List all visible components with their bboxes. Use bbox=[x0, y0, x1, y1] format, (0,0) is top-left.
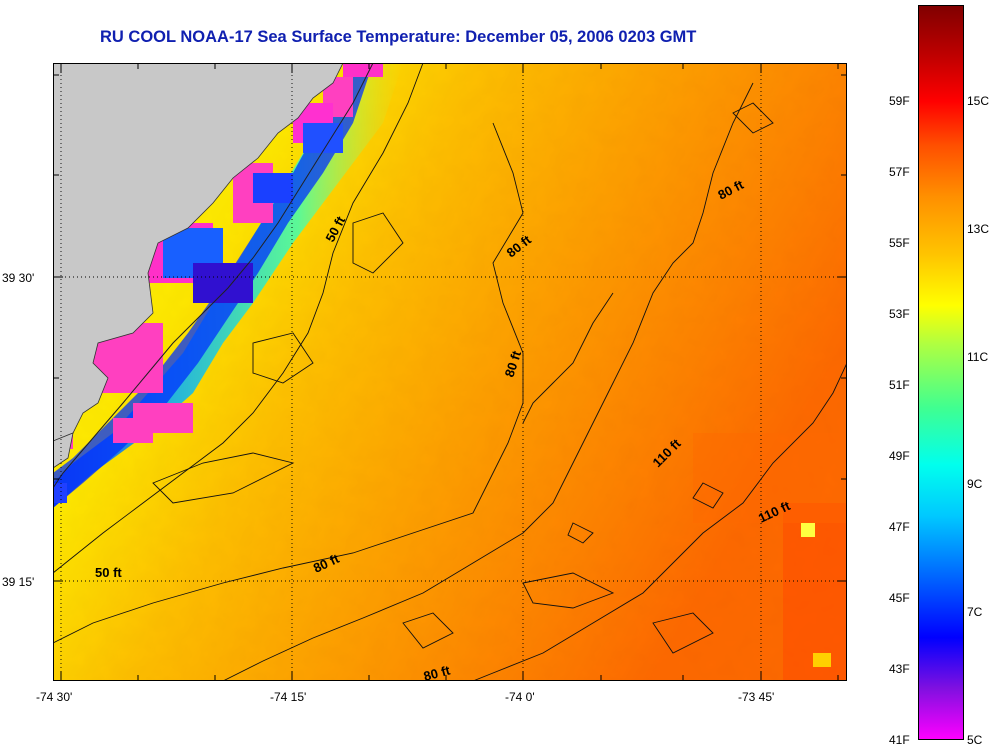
colorbar-label-f: 59F bbox=[889, 93, 910, 108]
coastline bbox=[52, 62, 374, 489]
colorbar-label-f: 41F bbox=[889, 733, 910, 747]
lon-label: -74 15' bbox=[270, 690, 307, 704]
colorbar-label-f: 43F bbox=[889, 661, 910, 676]
colorbar-label-f: 51F bbox=[889, 377, 910, 392]
lon-label: -74 30' bbox=[36, 690, 73, 704]
lat-label: 39 30' bbox=[2, 271, 35, 285]
colorbar-label-c: 9C bbox=[967, 477, 983, 492]
colorbar-label-c: 11C bbox=[967, 349, 989, 364]
colorbar-label-f: 45F bbox=[889, 590, 910, 605]
lat-label: 39 15' bbox=[2, 575, 35, 589]
colorbar-label-f: 57F bbox=[889, 164, 910, 179]
colorbar-label-f: 55F bbox=[889, 235, 910, 250]
contour-label: 50 ft bbox=[95, 565, 122, 580]
colorbar-label-f: 47F bbox=[889, 519, 910, 534]
map-title: RU COOL NOAA-17 Sea Surface Temperature:… bbox=[100, 28, 697, 46]
colorbar-label-c: 5C bbox=[967, 733, 983, 747]
graticule bbox=[53, 63, 847, 681]
colorbar-scale bbox=[918, 5, 964, 740]
map-frame bbox=[53, 63, 847, 681]
tick-marks bbox=[53, 63, 847, 681]
colorbar-svg bbox=[918, 5, 964, 740]
sst-map-svg: 50 ft 50 ft 80 ft 80 ft 80 ft 80 ft 80 f… bbox=[52, 62, 848, 684]
colorbar-label-c: 7C bbox=[967, 605, 983, 620]
sst-map: 50 ft 50 ft 80 ft 80 ft 80 ft 80 ft 80 f… bbox=[52, 62, 848, 684]
lon-label: -74 0' bbox=[505, 690, 535, 704]
colorbar-label-f: 53F bbox=[889, 306, 910, 321]
contour-label: 80 ft bbox=[422, 662, 452, 681]
colorbar-label-c: 15C bbox=[967, 93, 990, 108]
colorbar-label-f: 49F bbox=[889, 448, 910, 463]
depth-contours bbox=[52, 62, 848, 682]
lon-label: -73 45' bbox=[738, 690, 775, 704]
colorbar-label-c: 13C bbox=[967, 221, 990, 236]
colorbar bbox=[918, 5, 964, 740]
land-new-jersey bbox=[52, 62, 344, 442]
